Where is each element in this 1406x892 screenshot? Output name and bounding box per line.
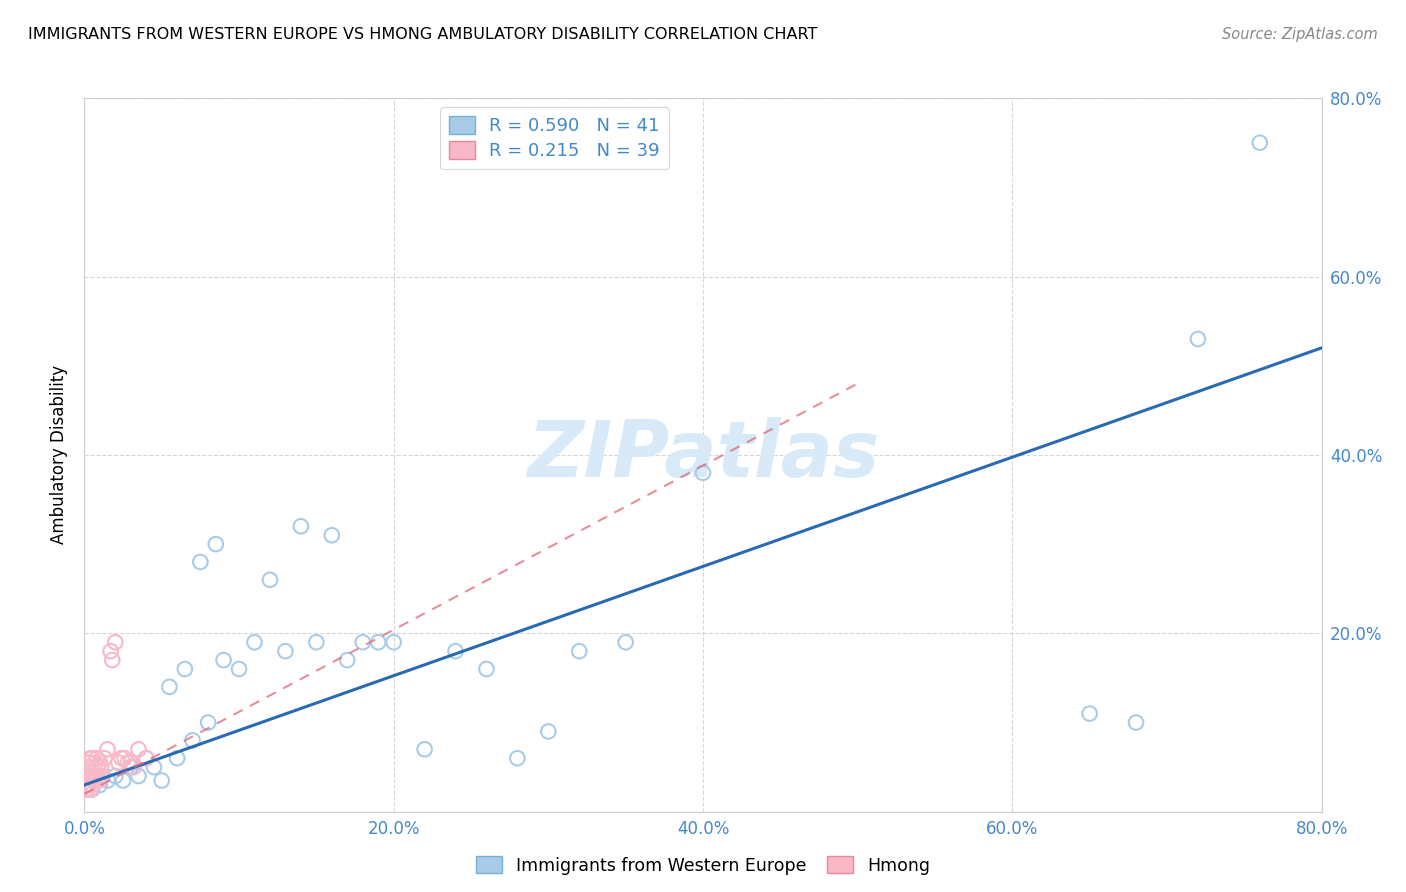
- Point: [114, 751, 136, 765]
- Point: [90, 760, 112, 774]
- Point: [75, 778, 97, 792]
- Point: [86, 751, 108, 765]
- Point: [1249, 136, 1271, 150]
- Point: [382, 635, 405, 649]
- Point: [82, 782, 104, 797]
- Point: [1187, 332, 1209, 346]
- Point: [83, 760, 105, 774]
- Point: [614, 635, 637, 649]
- Point: [104, 769, 127, 783]
- Point: [188, 555, 212, 569]
- Point: [321, 528, 343, 542]
- Point: [181, 733, 204, 747]
- Point: [117, 756, 139, 770]
- Point: [97, 773, 120, 788]
- Point: [122, 760, 145, 774]
- Point: [79, 782, 101, 797]
- Point: [166, 751, 188, 765]
- Point: [174, 662, 197, 676]
- Point: [352, 635, 374, 649]
- Point: [93, 751, 115, 765]
- Point: [77, 769, 100, 783]
- Point: [110, 751, 132, 765]
- Point: [112, 773, 135, 788]
- Point: [87, 760, 110, 774]
- Point: [84, 773, 107, 788]
- Point: [75, 769, 97, 783]
- Point: [506, 751, 529, 765]
- Point: [101, 653, 124, 667]
- Point: [259, 573, 281, 587]
- Point: [79, 751, 101, 765]
- Point: [135, 751, 157, 765]
- Point: [475, 662, 498, 676]
- Point: [274, 644, 297, 658]
- Point: [212, 653, 235, 667]
- Point: [367, 635, 389, 649]
- Point: [86, 769, 108, 783]
- Point: [568, 644, 591, 658]
- Point: [159, 680, 181, 694]
- Point: [120, 760, 142, 774]
- Point: [692, 466, 714, 480]
- Point: [82, 751, 104, 765]
- Point: [290, 519, 312, 533]
- Point: [77, 756, 100, 770]
- Point: [91, 769, 114, 783]
- Point: [120, 756, 142, 770]
- Point: [76, 782, 98, 797]
- Legend: Immigrants from Western Europe, Hmong: Immigrants from Western Europe, Hmong: [470, 849, 936, 881]
- Point: [89, 756, 111, 770]
- Point: [107, 756, 129, 770]
- Point: [84, 756, 107, 770]
- Point: [75, 782, 97, 797]
- Legend: R = 0.590   N = 41, R = 0.215   N = 39: R = 0.590 N = 41, R = 0.215 N = 39: [440, 107, 669, 169]
- Point: [413, 742, 436, 756]
- Point: [82, 778, 104, 792]
- Point: [228, 662, 250, 676]
- Point: [243, 635, 266, 649]
- Point: [83, 773, 105, 788]
- Point: [197, 715, 219, 730]
- Point: [89, 778, 111, 792]
- Point: [79, 769, 101, 783]
- Point: [82, 764, 104, 779]
- Point: [205, 537, 228, 551]
- Point: [76, 773, 98, 788]
- Point: [104, 635, 127, 649]
- Point: [128, 769, 150, 783]
- Point: [1078, 706, 1101, 721]
- Text: IMMIGRANTS FROM WESTERN EUROPE VS HMONG AMBULATORY DISABILITY CORRELATION CHART: IMMIGRANTS FROM WESTERN EUROPE VS HMONG …: [28, 27, 817, 42]
- Point: [143, 760, 166, 774]
- Text: Source: ZipAtlas.com: Source: ZipAtlas.com: [1222, 27, 1378, 42]
- Text: ZIPatlas: ZIPatlas: [527, 417, 879, 493]
- Point: [150, 773, 173, 788]
- Point: [135, 751, 157, 765]
- Point: [77, 778, 100, 792]
- Point: [128, 742, 150, 756]
- Point: [89, 773, 111, 788]
- Point: [336, 653, 359, 667]
- Point: [100, 644, 122, 658]
- Y-axis label: Ambulatory Disability: Ambulatory Disability: [51, 366, 69, 544]
- Point: [305, 635, 328, 649]
- Point: [537, 724, 560, 739]
- Point: [76, 760, 98, 774]
- Point: [1125, 715, 1147, 730]
- Point: [97, 742, 120, 756]
- Point: [444, 644, 467, 658]
